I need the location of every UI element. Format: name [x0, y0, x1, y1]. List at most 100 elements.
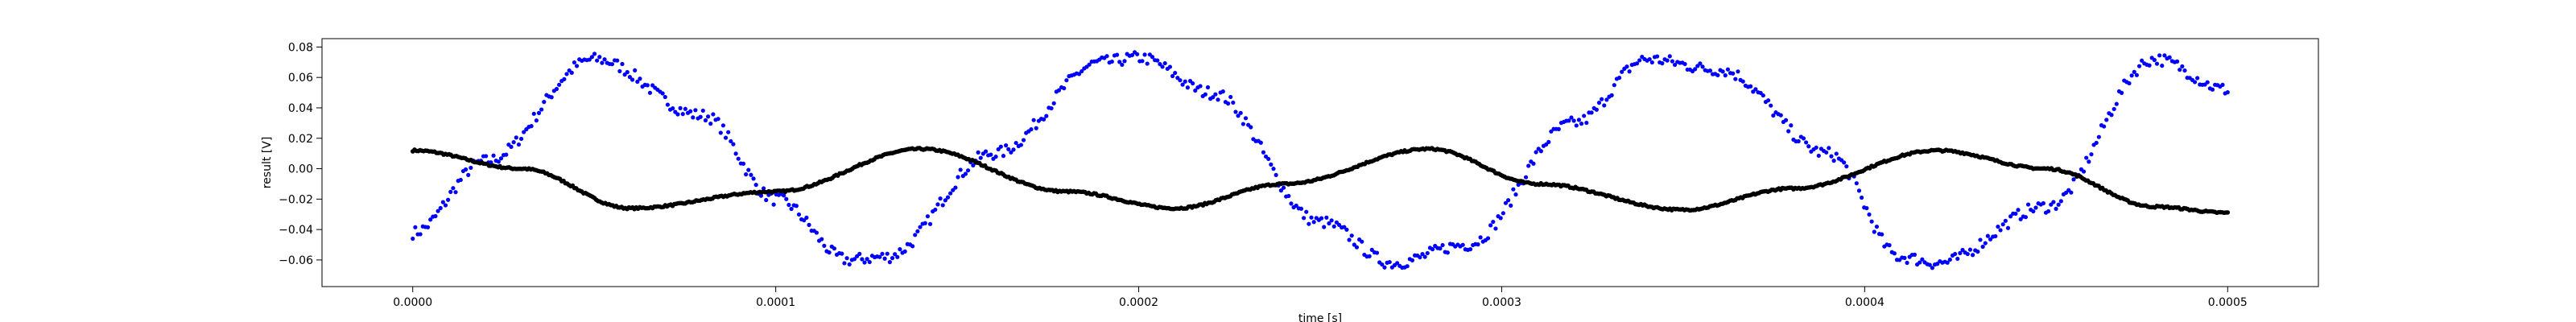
data-point [802, 218, 807, 223]
data-point [1311, 220, 1316, 225]
y-tick-label: −0.02 [279, 193, 313, 206]
series-0 [411, 50, 2230, 270]
data-point [514, 135, 518, 140]
data-point [433, 213, 438, 219]
data-point [2129, 73, 2134, 78]
data-point [749, 172, 753, 177]
data-point [418, 232, 423, 237]
data-point [1294, 203, 1298, 208]
data-point [2049, 202, 2054, 207]
data-point [2016, 208, 2021, 213]
data-point [827, 250, 832, 255]
data-point [451, 186, 456, 191]
data-point [1493, 226, 1498, 231]
data-point [2033, 205, 2038, 210]
data-point [587, 57, 592, 62]
data-point [976, 150, 980, 155]
data-point [1129, 52, 1134, 58]
data-point [1978, 237, 1983, 242]
data-point [1440, 242, 1445, 248]
data-point [882, 256, 887, 261]
data-point [1748, 84, 1753, 89]
data-point [557, 82, 562, 87]
data-point [1042, 117, 1046, 122]
data-point [720, 123, 726, 128]
data-point [539, 107, 544, 112]
data-point [1579, 122, 1584, 126]
data-point [2182, 68, 2187, 73]
data-point [1647, 56, 1652, 62]
data-point [865, 257, 869, 262]
data-point [1905, 260, 1909, 266]
data-point [1965, 251, 1970, 257]
data-point [741, 161, 746, 166]
data-point [504, 152, 509, 157]
data-point [1880, 232, 1885, 237]
data-point [943, 198, 947, 203]
data-point [1140, 59, 1145, 64]
data-point [1582, 114, 1587, 118]
data-point [1725, 67, 1731, 72]
data-point [887, 260, 892, 265]
data-point [542, 100, 547, 105]
y-tick-label: 0.08 [288, 41, 313, 54]
data-point [847, 262, 852, 267]
data-point [1369, 247, 1374, 252]
data-point [1009, 150, 1013, 155]
data-point [857, 251, 862, 256]
data-point [2046, 208, 2051, 214]
data-point [2084, 155, 2089, 160]
data-point [2023, 215, 2029, 220]
data-point [753, 183, 758, 188]
y-tick-label: 0.04 [288, 102, 313, 115]
data-point [1491, 219, 1496, 225]
data-point [1158, 62, 1162, 67]
x-tick-label: 0.0001 [756, 296, 795, 309]
data-point [691, 115, 696, 120]
data-point [1183, 79, 1187, 84]
data-point [2167, 55, 2172, 60]
data-point [1298, 206, 1304, 211]
data-point [1753, 87, 1758, 92]
data-point [1960, 247, 1965, 253]
data-point [862, 260, 867, 265]
data-point [958, 167, 963, 172]
data-point [595, 58, 600, 63]
data-point [1955, 256, 1960, 262]
data-point [1993, 233, 1998, 239]
data-point [1609, 93, 1614, 97]
data-point [1612, 83, 1616, 88]
data-point [1844, 164, 1849, 169]
data-point [1589, 110, 1594, 115]
data-point [1655, 54, 1660, 59]
data-point [645, 83, 650, 88]
data-point [1342, 225, 1347, 229]
data-point [1236, 114, 1241, 118]
data-point [2102, 124, 2107, 129]
data-point [2147, 63, 2152, 68]
data-point [782, 193, 786, 198]
data-point [1324, 215, 1329, 220]
data-point [436, 208, 440, 213]
data-point [1634, 61, 1640, 66]
data-point [1975, 249, 1980, 254]
data-point [1806, 144, 1811, 149]
data-point [784, 196, 789, 201]
data-point [1538, 149, 1543, 154]
data-point [1723, 73, 1728, 78]
data-point [860, 257, 865, 262]
data-point [1304, 209, 1309, 214]
data-point [948, 191, 953, 196]
data-point [890, 256, 895, 261]
data-point [446, 197, 451, 202]
data-point [458, 177, 463, 183]
data-point [940, 203, 945, 208]
data-point [1249, 125, 1253, 130]
data-point [627, 75, 632, 80]
data-point [1225, 101, 1231, 106]
data-point [660, 91, 665, 96]
data-point [453, 190, 458, 195]
data-point [518, 136, 524, 142]
data-point [953, 185, 958, 190]
